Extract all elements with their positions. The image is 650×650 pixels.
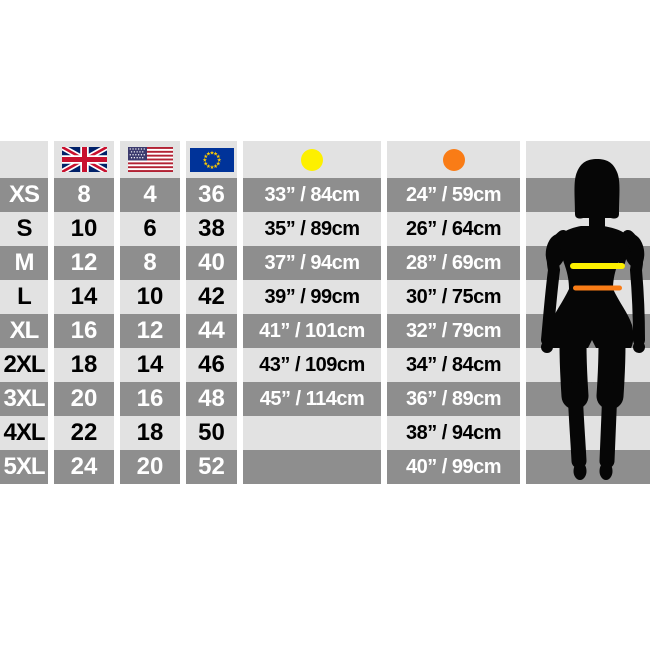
eu-value: 42 bbox=[186, 280, 237, 314]
size-label: XS bbox=[0, 178, 48, 212]
figure-stripe bbox=[526, 178, 650, 212]
waist-value: 36” / 89cm bbox=[387, 382, 520, 416]
us-value: 20 bbox=[120, 450, 180, 484]
bust-value: 33” / 84cm bbox=[243, 178, 381, 212]
eu-value: 46 bbox=[186, 348, 237, 382]
uk-value: 12 bbox=[54, 246, 114, 280]
figure-stripe bbox=[526, 314, 650, 348]
size-label: 4XL bbox=[0, 416, 48, 450]
us-value: 10 bbox=[120, 280, 180, 314]
bust-value: 41” / 101cm bbox=[243, 314, 381, 348]
size-label: 2XL bbox=[0, 348, 48, 382]
us-value: 6 bbox=[120, 212, 180, 246]
figure-stripe bbox=[526, 246, 650, 280]
us-value: 16 bbox=[120, 382, 180, 416]
bust-dot-icon bbox=[301, 148, 323, 171]
waist-value: 30” / 75cm bbox=[387, 280, 520, 314]
size-label: M bbox=[0, 246, 48, 280]
bust-value: 35” / 89cm bbox=[243, 212, 381, 246]
eu-value: 52 bbox=[186, 450, 237, 484]
bust-value bbox=[243, 416, 381, 450]
waist-value: 34” / 84cm bbox=[387, 348, 520, 382]
bust-value: 39” / 99cm bbox=[243, 280, 381, 314]
waist-value: 28” / 69cm bbox=[387, 246, 520, 280]
uk-value: 20 bbox=[54, 382, 114, 416]
figure-stripe bbox=[526, 348, 650, 382]
us-value: 12 bbox=[120, 314, 180, 348]
waist-value: 38” / 94cm bbox=[387, 416, 520, 450]
header-eu bbox=[186, 141, 237, 178]
header-us bbox=[120, 141, 180, 178]
header-uk bbox=[54, 141, 114, 178]
figure-stripe bbox=[526, 280, 650, 314]
waist-value: 26” / 64cm bbox=[387, 212, 520, 246]
size-table: XS 8 4 36 33” / 84cm 24” / 59cm S 10 6 3… bbox=[0, 141, 650, 484]
eu-value: 36 bbox=[186, 178, 237, 212]
figure-stripe bbox=[526, 450, 650, 484]
us-value: 4 bbox=[120, 178, 180, 212]
eu-value: 50 bbox=[186, 416, 237, 450]
uk-value: 22 bbox=[54, 416, 114, 450]
size-label: S bbox=[0, 212, 48, 246]
us-value: 18 bbox=[120, 416, 180, 450]
bust-value: 43” / 109cm bbox=[243, 348, 381, 382]
uk-value: 24 bbox=[54, 450, 114, 484]
waist-dot-icon bbox=[442, 148, 465, 171]
eu-value: 38 bbox=[186, 212, 237, 246]
size-label: 3XL bbox=[0, 382, 48, 416]
eu-value: 44 bbox=[186, 314, 237, 348]
size-label: 5XL bbox=[0, 450, 48, 484]
uk-value: 16 bbox=[54, 314, 114, 348]
waist-value: 40” / 99cm bbox=[387, 450, 520, 484]
us-flag-icon bbox=[127, 147, 173, 172]
waist-value: 24” / 59cm bbox=[387, 178, 520, 212]
eu-value: 48 bbox=[186, 382, 237, 416]
bust-value: 45” / 114cm bbox=[243, 382, 381, 416]
size-label: L bbox=[0, 280, 48, 314]
us-value: 8 bbox=[120, 246, 180, 280]
eu-flag-icon bbox=[189, 147, 234, 172]
waist-value: 32” / 79cm bbox=[387, 314, 520, 348]
figure-stripe bbox=[526, 212, 650, 246]
figure-stripe bbox=[526, 382, 650, 416]
uk-flag-icon bbox=[61, 147, 107, 172]
bust-value: 37” / 94cm bbox=[243, 246, 381, 280]
header-waist bbox=[387, 141, 520, 178]
eu-value: 40 bbox=[186, 246, 237, 280]
bust-value bbox=[243, 450, 381, 484]
uk-value: 8 bbox=[54, 178, 114, 212]
uk-value: 18 bbox=[54, 348, 114, 382]
figure-stripe bbox=[526, 416, 650, 450]
us-value: 14 bbox=[120, 348, 180, 382]
header-bust bbox=[243, 141, 381, 178]
uk-value: 14 bbox=[54, 280, 114, 314]
header-figure-blank bbox=[526, 141, 650, 178]
size-label: XL bbox=[0, 314, 48, 348]
uk-value: 10 bbox=[54, 212, 114, 246]
header-size-blank bbox=[0, 141, 48, 178]
